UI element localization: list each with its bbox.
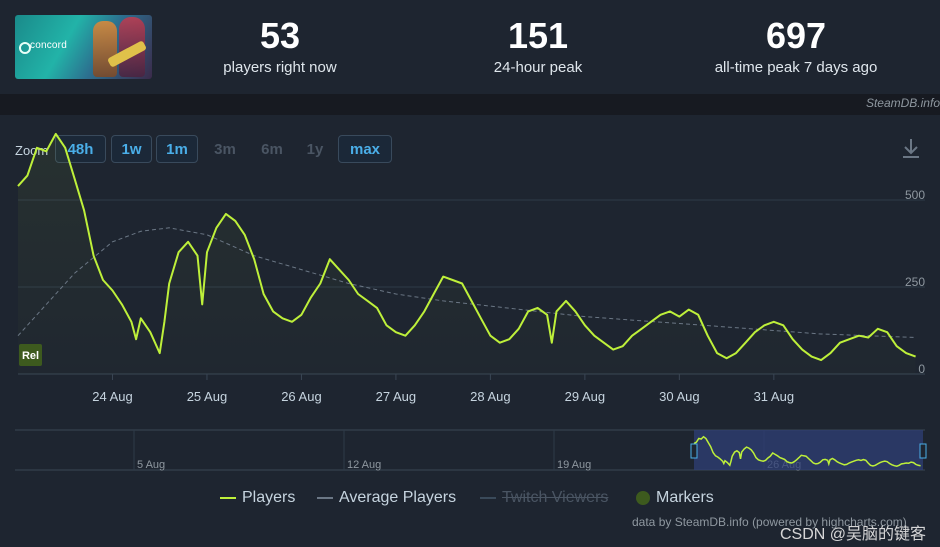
header-panel: concord 53 players right now 151 24-hour… bbox=[0, 0, 940, 94]
navigator-selection[interactable] bbox=[694, 430, 923, 470]
x-tick-label: 28 Aug bbox=[470, 389, 511, 404]
navigator-right-handle[interactable] bbox=[919, 443, 927, 459]
stat-value: 53 bbox=[259, 15, 301, 56]
legend-label: Markers bbox=[656, 489, 714, 506]
chart-credit[interactable]: data by SteamDB.info (powered by highcha… bbox=[632, 515, 907, 529]
y-tick-label: 0 bbox=[918, 362, 925, 376]
x-tick-label: 26 Aug bbox=[281, 389, 322, 404]
legend-label: Average Players bbox=[339, 489, 457, 506]
legend-twitch-viewers[interactable]: Twitch Viewers bbox=[480, 489, 608, 507]
navigator-tick-label: 19 Aug bbox=[557, 459, 591, 471]
x-tick-label: 30 Aug bbox=[659, 389, 700, 404]
stat-label: all-time peak 7 days ago bbox=[714, 59, 878, 76]
x-tick-label: 24 Aug bbox=[92, 389, 133, 404]
zoom-1w-button[interactable]: 1w bbox=[111, 135, 152, 163]
legend-label: Twitch Viewers bbox=[502, 489, 609, 506]
legend-label: Players bbox=[242, 489, 296, 506]
stat-label: 24-hour peak bbox=[493, 59, 583, 76]
navigator-series-line bbox=[693, 435, 921, 467]
game-logo-text: concord bbox=[30, 40, 67, 51]
stat-all-time-peak: 697 all-time peak 7 days ago bbox=[696, 14, 896, 76]
navigator-tick-label: 5 Aug bbox=[137, 459, 165, 471]
y-tick-label: 250 bbox=[905, 275, 925, 289]
stat-value: 151 bbox=[507, 15, 569, 56]
zoom-3m-button: 3m bbox=[214, 141, 236, 158]
y-tick-label: 500 bbox=[905, 188, 925, 202]
thumbnail-character-1 bbox=[93, 21, 117, 77]
game-thumbnail[interactable]: concord bbox=[15, 15, 152, 79]
legend-players[interactable]: Players bbox=[220, 489, 295, 507]
navigator-left-handle[interactable] bbox=[690, 443, 698, 459]
stat-current-players: 53 players right now bbox=[180, 14, 380, 76]
x-tick-label: 27 Aug bbox=[376, 389, 417, 404]
players-area bbox=[18, 133, 916, 374]
legend-players-swatch bbox=[220, 496, 236, 499]
release-marker[interactable] bbox=[19, 344, 42, 366]
stat-value: 697 bbox=[765, 15, 827, 56]
x-tick-label: 25 Aug bbox=[187, 389, 228, 404]
x-tick-label: 31 Aug bbox=[754, 389, 795, 404]
zoom-1y-button: 1y bbox=[306, 141, 324, 158]
stat-label: players right now bbox=[223, 59, 337, 76]
legend-markers[interactable]: Markers bbox=[636, 489, 714, 507]
legend-average-players[interactable]: Average Players bbox=[317, 489, 456, 507]
download-icon[interactable] bbox=[900, 136, 922, 160]
game-logo-icon bbox=[19, 42, 31, 54]
steamdb-credit[interactable]: SteamDB.info bbox=[865, 96, 940, 110]
legend-markers-dot bbox=[636, 490, 650, 505]
legend-average-swatch bbox=[317, 496, 333, 499]
stat-24h-peak: 151 24-hour peak bbox=[438, 14, 638, 76]
average-players-series-line[interactable] bbox=[17, 227, 916, 338]
x-tick-label: 29 Aug bbox=[565, 389, 606, 404]
release-marker-label: Rel bbox=[22, 350, 39, 362]
legend-twitch-swatch bbox=[480, 496, 496, 499]
navigator-tick-label: 12 Aug bbox=[347, 459, 381, 471]
zoom-max-button[interactable]: max bbox=[338, 135, 392, 163]
zoom-1m-button[interactable]: 1m bbox=[156, 135, 198, 163]
zoom-6m-button: 6m bbox=[261, 141, 283, 158]
watermark: CSDN @吴脑的键客 bbox=[780, 526, 927, 543]
players-series-line[interactable] bbox=[17, 132, 916, 362]
